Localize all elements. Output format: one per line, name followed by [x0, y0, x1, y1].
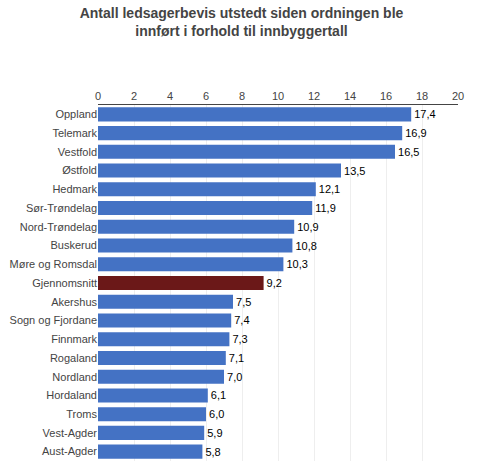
svg-text:Nordland: Nordland [52, 371, 97, 383]
svg-text:Oppland: Oppland [55, 108, 97, 120]
svg-text:Sør-Trøndelag: Sør-Trøndelag [26, 202, 97, 214]
svg-text:18: 18 [416, 90, 428, 102]
svg-text:Hedmark: Hedmark [52, 183, 97, 195]
svg-text:12,1: 12,1 [319, 183, 340, 195]
svg-text:5,9: 5,9 [207, 427, 222, 439]
svg-text:7,0: 7,0 [227, 371, 242, 383]
svg-text:5,8: 5,8 [205, 446, 220, 458]
svg-text:10: 10 [272, 90, 284, 102]
svg-text:Nord-Trøndelag: Nord-Trøndelag [20, 221, 97, 233]
svg-text:10,3: 10,3 [286, 258, 307, 270]
svg-text:Gjennomsnitt: Gjennomsnitt [32, 277, 97, 289]
svg-text:Vestfold: Vestfold [58, 146, 97, 158]
svg-text:Hordaland: Hordaland [46, 389, 97, 401]
svg-text:Vest-Agder: Vest-Agder [43, 427, 98, 439]
svg-text:4: 4 [167, 90, 173, 102]
svg-text:10,8: 10,8 [295, 240, 316, 252]
svg-text:10,9: 10,9 [297, 221, 318, 233]
svg-text:6,1: 6,1 [211, 389, 226, 401]
svg-text:Møre og Romsdal: Møre og Romsdal [10, 258, 97, 270]
svg-text:13,5: 13,5 [344, 165, 365, 177]
svg-text:14: 14 [344, 90, 356, 102]
svg-text:Aust-Agder: Aust-Agder [42, 445, 97, 457]
svg-text:9,2: 9,2 [267, 277, 282, 289]
svg-text:Østfold: Østfold [62, 164, 97, 176]
svg-text:6: 6 [203, 90, 209, 102]
svg-text:16: 16 [380, 90, 392, 102]
svg-text:7,3: 7,3 [232, 333, 247, 345]
svg-text:0: 0 [95, 90, 101, 102]
svg-text:2: 2 [131, 90, 137, 102]
svg-text:Antall ledsagerbevis utstedt s: Antall ledsagerbevis utstedt siden ordni… [80, 5, 404, 39]
svg-text:Troms: Troms [66, 408, 97, 420]
svg-text:6,0: 6,0 [209, 408, 224, 420]
svg-text:Rogaland: Rogaland [50, 352, 97, 364]
svg-text:16,5: 16,5 [398, 146, 419, 158]
svg-text:7,4: 7,4 [234, 314, 249, 326]
svg-text:Telemark: Telemark [52, 127, 97, 139]
svg-text:16,9: 16,9 [405, 127, 426, 139]
svg-text:7,5: 7,5 [236, 296, 251, 308]
svg-text:20: 20 [452, 90, 464, 102]
svg-text:Sogn og Fjordane: Sogn og Fjordane [10, 314, 97, 326]
svg-text:Finnmark: Finnmark [51, 333, 97, 345]
svg-text:Buskerud: Buskerud [51, 239, 97, 251]
svg-text:17,4: 17,4 [414, 108, 435, 120]
svg-text:Akershus: Akershus [51, 296, 97, 308]
svg-text:12: 12 [308, 90, 320, 102]
svg-text:7,1: 7,1 [229, 352, 244, 364]
svg-text:8: 8 [239, 90, 245, 102]
svg-text:11,9: 11,9 [315, 202, 336, 214]
